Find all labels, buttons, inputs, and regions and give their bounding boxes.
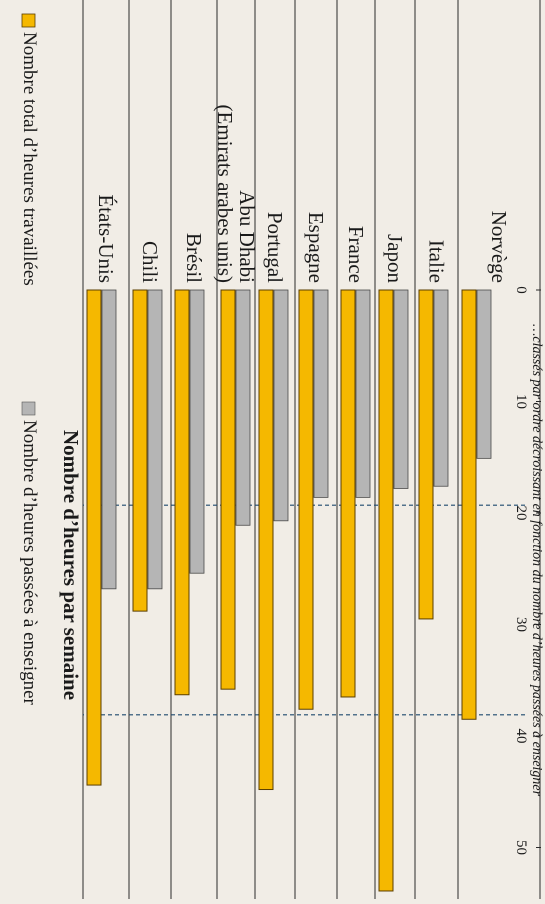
tick-label-5: 50: [513, 840, 529, 855]
bar-total-7: [378, 289, 394, 892]
bar-teaching-8: [433, 289, 449, 487]
chart-plot: États-Unis Chili Brésil Abu Dhabi(Emirats a…: [19, 0, 544, 899]
bar-teaching-0: [101, 289, 117, 590]
bar-teaching-2: [189, 289, 205, 574]
tick-label-0: 0: [513, 286, 529, 294]
legend-swatch-teaching: [21, 401, 36, 416]
bar-teaching-6: [355, 289, 371, 498]
chart-footnote: …classés par ordre décroissant en foncti…: [529, 324, 544, 797]
category-label-2: Brésil: [182, 233, 206, 283]
bar-teaching-1: [147, 289, 163, 590]
axis-ticks: 0 10 20 30 40 50: [513, 286, 541, 855]
category-label-3-1: (Emirats arabes unis): [213, 105, 237, 283]
category-label-4: Portugal: [263, 212, 287, 283]
category-label-6: France: [344, 226, 368, 283]
bar-total-0: [86, 289, 102, 786]
category-label-8: Italie: [425, 240, 449, 283]
tick-label-1: 10: [513, 394, 529, 409]
bar-teaching-7: [393, 289, 409, 489]
category-label-5: Espagne: [304, 212, 328, 283]
bar-total-9: [461, 289, 477, 720]
tick-label-4: 40: [513, 729, 529, 744]
bar-total-4: [258, 289, 274, 791]
chart-title: Nombre d’heures par semaine: [59, 430, 83, 700]
tick-label-3: 30: [513, 617, 529, 632]
legend-swatch-total: [21, 13, 36, 28]
tick-label-2: 20: [513, 506, 529, 521]
bar-teaching-5: [313, 289, 329, 498]
legend: Nombre total d’heures travaillées Nombre…: [19, 13, 40, 706]
bar-teaching-9: [476, 289, 492, 459]
bar-teaching-3: [235, 289, 251, 526]
grid-lines: [82, 0, 541, 899]
bar-total-2: [174, 289, 190, 696]
bar-total-5: [298, 289, 314, 710]
category-label-0: États-Unis: [94, 194, 118, 283]
bar-total-1: [132, 289, 148, 612]
bar-total-8: [418, 289, 434, 620]
category-label-1: Chili: [138, 241, 162, 283]
category-label-9: Norvège: [487, 211, 511, 283]
bar-teaching-4: [273, 289, 289, 522]
bar-total-3: [220, 289, 236, 690]
legend-label-teaching: Nombre d’heures passées à enseigner: [19, 420, 40, 706]
category-labels: États-Unis Chili Brésil Abu Dhabi(Emirats a…: [94, 105, 511, 284]
bars: [86, 289, 492, 892]
legend-label-total: Nombre total d’heures travaillées: [19, 32, 40, 286]
category-label-3-0: Abu Dhabi: [235, 190, 259, 283]
bar-total-6: [340, 289, 356, 698]
category-label-7: Japon: [383, 234, 407, 283]
